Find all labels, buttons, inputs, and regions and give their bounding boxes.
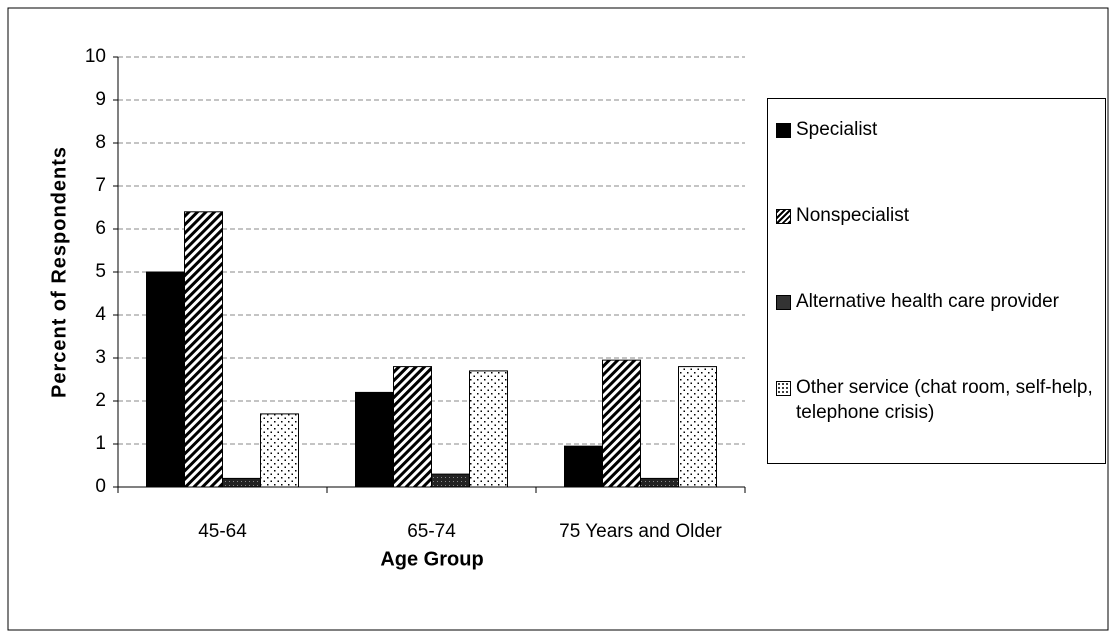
legend-swatch — [776, 209, 791, 224]
frame — [7, 7, 1109, 631]
bar — [469, 370, 508, 488]
legend-label: Specialist — [796, 119, 878, 140]
legend-item: Nonspecialist — [776, 203, 1099, 289]
bar — [431, 473, 470, 488]
bar — [393, 366, 432, 488]
legend-swatch — [776, 295, 791, 310]
legend-label: Alternative health care provider — [796, 291, 1059, 312]
x-axis-title: Age Group — [380, 548, 483, 570]
bar — [564, 445, 603, 488]
legend: Specialist Nonspecialist Alternative healt… — [767, 98, 1106, 464]
legend-item: Specialist — [776, 117, 1099, 203]
bar — [184, 211, 223, 488]
x-tick-label: 45-64 — [198, 521, 247, 542]
y-tick-label: 8 — [95, 132, 106, 153]
legend-item: Alternative health care provider — [776, 289, 1099, 375]
x-tick-label: 75 Years and Older — [559, 521, 722, 542]
y-tick-label: 4 — [95, 304, 106, 325]
legend-item: Other service (chat room, self-help, tel… — [776, 375, 1099, 461]
y-axis-title: Percent of Respondents — [48, 146, 70, 398]
bar — [260, 413, 299, 488]
y-tick-label: 6 — [95, 218, 106, 239]
legend-label: Nonspecialist — [796, 205, 909, 226]
y-tick-label: 9 — [95, 89, 106, 110]
legend-label: Other service (chat room, self-help, tel… — [796, 377, 1093, 423]
y-tick-label: 2 — [95, 390, 106, 411]
bar — [222, 477, 261, 488]
legend-swatch — [776, 123, 791, 138]
y-tick-label: 5 — [95, 261, 106, 282]
y-tick-label: 3 — [95, 347, 106, 368]
bar — [678, 366, 717, 488]
y-tick-label: 0 — [95, 476, 106, 497]
y-tick-label: 10 — [85, 46, 106, 67]
legend-swatch — [776, 381, 791, 396]
x-tick-label: 65-74 — [407, 521, 456, 542]
y-tick-label: 1 — [95, 433, 106, 454]
bar — [146, 271, 185, 488]
y-tick-label: 7 — [95, 175, 106, 196]
bar — [640, 477, 679, 488]
bar — [602, 359, 641, 488]
bar — [355, 391, 394, 488]
